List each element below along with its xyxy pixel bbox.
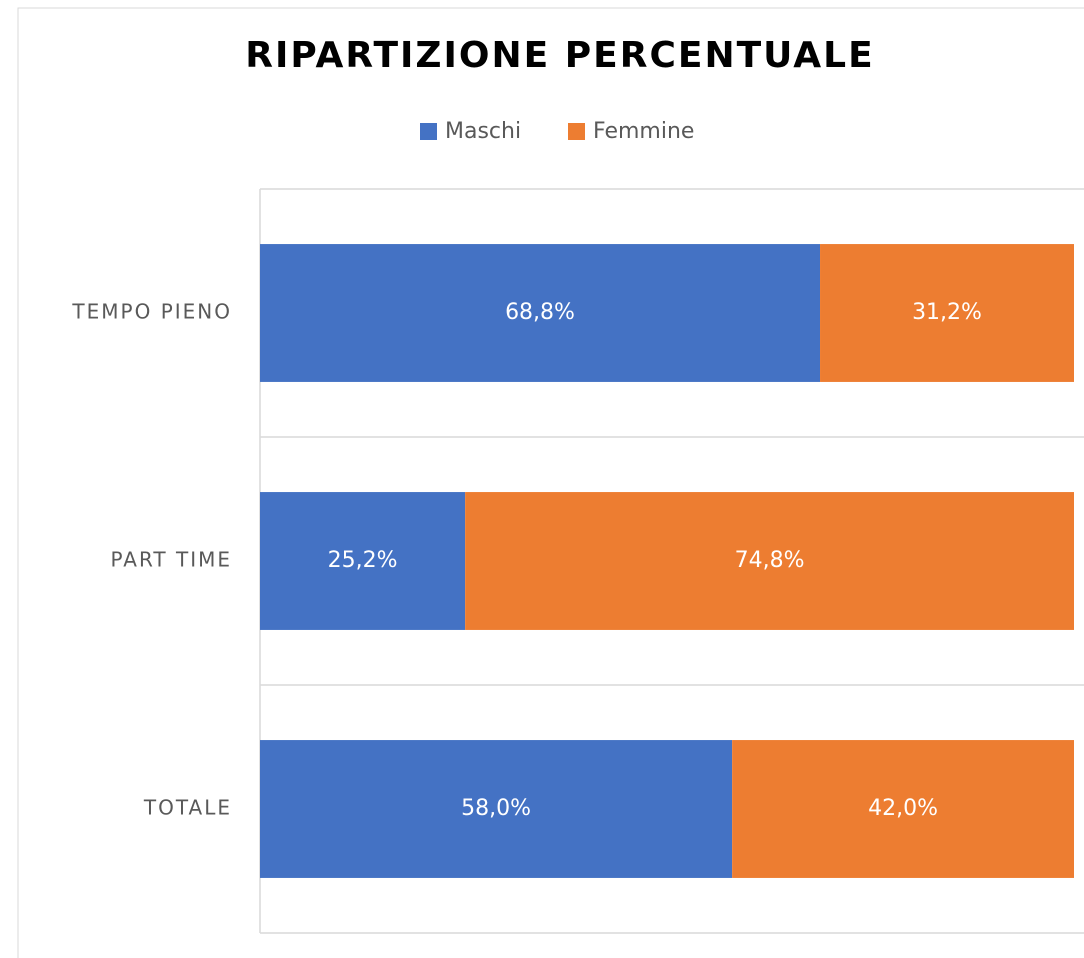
chart-title: RIPARTIZIONE PERCENTUALE <box>245 35 874 76</box>
bar-segment <box>732 740 1074 878</box>
value-label: 58,0% <box>461 796 531 821</box>
legend-swatch <box>420 123 437 140</box>
y-tick-label: TEMPO PIENO <box>71 300 232 324</box>
legend-label: Maschi <box>445 119 521 144</box>
bar-segment <box>260 244 821 382</box>
y-tick-label: TOTALE <box>143 796 232 820</box>
value-label: 25,2% <box>328 548 398 573</box>
value-label: 31,2% <box>912 300 982 325</box>
value-label: 68,8% <box>505 300 575 325</box>
value-label: 74,8% <box>735 548 805 573</box>
bar-segment <box>260 740 733 878</box>
y-tick-label: PART TIME <box>111 548 233 572</box>
value-label: 42,0% <box>868 796 938 821</box>
bar-segment <box>465 492 1074 630</box>
legend-label: Femmine <box>593 119 694 144</box>
bar-segment <box>260 492 466 630</box>
legend-swatch <box>568 123 585 140</box>
bar-segment <box>820 244 1074 382</box>
